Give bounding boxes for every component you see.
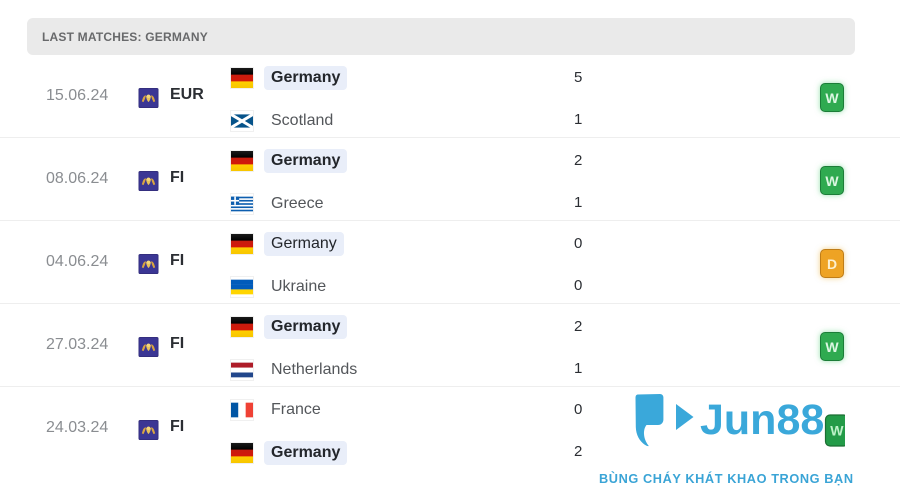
- svg-text:Jun88: Jun88: [700, 396, 824, 444]
- svg-text:W: W: [830, 423, 844, 439]
